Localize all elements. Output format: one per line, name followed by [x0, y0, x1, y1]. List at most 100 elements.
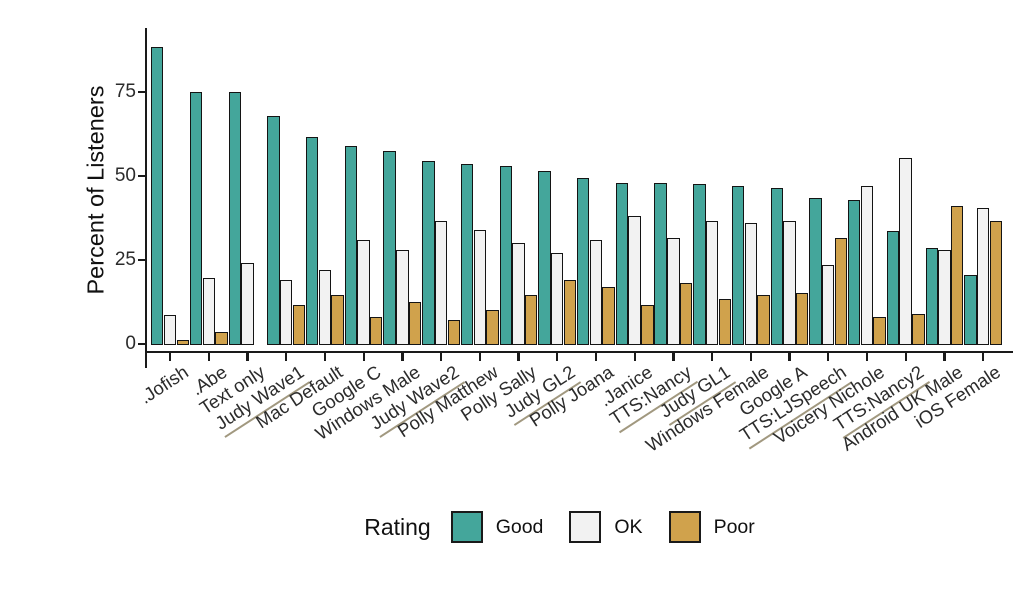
- bar-ok: [163, 315, 177, 346]
- bar-poor: [447, 320, 460, 346]
- bar-ok: [705, 221, 719, 346]
- legend-item-good: Good: [450, 511, 544, 543]
- x-tick-mark: [517, 353, 520, 361]
- x-tick-mark: [401, 353, 404, 361]
- y-tick-mark: [137, 91, 146, 94]
- bar-poor: [486, 310, 499, 346]
- bar-ok: [202, 278, 215, 346]
- bar-ok: [434, 221, 448, 346]
- bar-poor: [331, 295, 344, 346]
- legend-label: OK: [614, 515, 643, 538]
- x-tick-mark: [478, 353, 481, 361]
- bar-ok: [357, 239, 370, 346]
- bar-poor: [989, 221, 1002, 346]
- x-tick-mark: [285, 353, 288, 361]
- bar-good: [344, 145, 358, 346]
- y-tick-label: 0: [125, 333, 136, 354]
- bar-good: [731, 186, 745, 346]
- bar-good: [499, 165, 512, 346]
- y-tick-label: 50: [114, 165, 136, 187]
- bar-ok: [318, 269, 332, 346]
- bar-ok: [551, 253, 564, 346]
- x-tick-mark: [207, 353, 210, 361]
- bar-poor: [176, 340, 189, 346]
- x-tick-mark: [168, 353, 172, 361]
- bar-poor: [718, 298, 731, 346]
- bar-poor: [563, 280, 577, 346]
- bar-good: [228, 92, 241, 346]
- bar-poor: [834, 238, 848, 346]
- legend-items: Good OK Poor: [450, 511, 781, 543]
- bar-good: [654, 182, 667, 346]
- x-tick-mark: [323, 353, 327, 361]
- bar-good: [577, 177, 590, 346]
- legend-item-ok: OK: [569, 511, 643, 543]
- y-tick-mark: [137, 175, 146, 178]
- legend-swatch-ok: [569, 511, 602, 543]
- x-axis-label-text: .Jofish: [135, 361, 192, 408]
- x-tick-mark: [904, 353, 907, 361]
- bar-ok: [744, 223, 757, 346]
- bar-poor: [873, 316, 886, 346]
- x-tick-mark: [943, 353, 946, 361]
- y-tick-mark: [137, 259, 146, 262]
- bar-good: [267, 115, 280, 346]
- bar-good: [693, 184, 706, 346]
- bar-poor: [524, 295, 538, 346]
- x-tick-mark: [633, 353, 636, 361]
- x-tick-mark: [788, 353, 791, 361]
- x-tick-mark: [594, 353, 598, 361]
- bar-good: [151, 46, 164, 346]
- bar-good: [383, 150, 396, 346]
- bar-good: [964, 275, 977, 346]
- x-tick-mark: [749, 353, 752, 361]
- bar-good: [189, 92, 203, 346]
- legend-title: Rating: [364, 513, 431, 540]
- bar-good: [925, 248, 938, 346]
- x-tick-mark: [865, 353, 869, 361]
- bar-poor: [370, 316, 383, 346]
- bar-ok: [241, 263, 254, 346]
- legend-swatch-poor: [668, 511, 701, 543]
- bar-poor: [641, 305, 654, 346]
- bar-good: [460, 164, 474, 346]
- legend-item-poor: Poor: [668, 511, 755, 543]
- x-tick-mark: [710, 353, 714, 361]
- bar-poor: [796, 293, 809, 346]
- bar-poor: [757, 295, 770, 346]
- bar-good: [886, 231, 900, 346]
- x-tick-mark: [362, 353, 365, 361]
- bar-poor: [912, 313, 925, 346]
- bar-ok: [628, 216, 641, 346]
- bar-good: [848, 199, 861, 346]
- bar-ok: [589, 239, 603, 346]
- bar-ok: [667, 238, 680, 346]
- bar-good: [770, 187, 783, 346]
- legend-label: Poor: [713, 515, 755, 538]
- bar-poor: [215, 332, 228, 346]
- x-axis-line: [144, 350, 1013, 353]
- bar-ok: [473, 229, 486, 346]
- x-tick-mark: [556, 353, 559, 361]
- y-axis-line: [144, 28, 147, 368]
- bar-good: [305, 137, 319, 346]
- y-tick-mark: [137, 342, 146, 346]
- bar-good: [615, 182, 629, 346]
- bar-ok: [822, 264, 835, 346]
- x-tick-mark: [827, 353, 830, 361]
- y-tick-label: 25: [114, 249, 136, 271]
- bar-poor: [950, 206, 964, 346]
- bar-good: [538, 170, 551, 346]
- bar-poor: [408, 301, 422, 346]
- bar-ok: [860, 186, 874, 346]
- bar-ok: [899, 157, 912, 346]
- x-tick-mark: [672, 353, 675, 361]
- legend-label: Good: [495, 515, 544, 538]
- y-tick-label: 75: [114, 81, 136, 103]
- x-axis-label: .Jofish: [135, 361, 194, 412]
- legend: Rating Good OK Poor: [55, 511, 1035, 543]
- bar-poor: [602, 286, 615, 346]
- bar-ok: [938, 249, 951, 346]
- bar-good: [809, 197, 822, 346]
